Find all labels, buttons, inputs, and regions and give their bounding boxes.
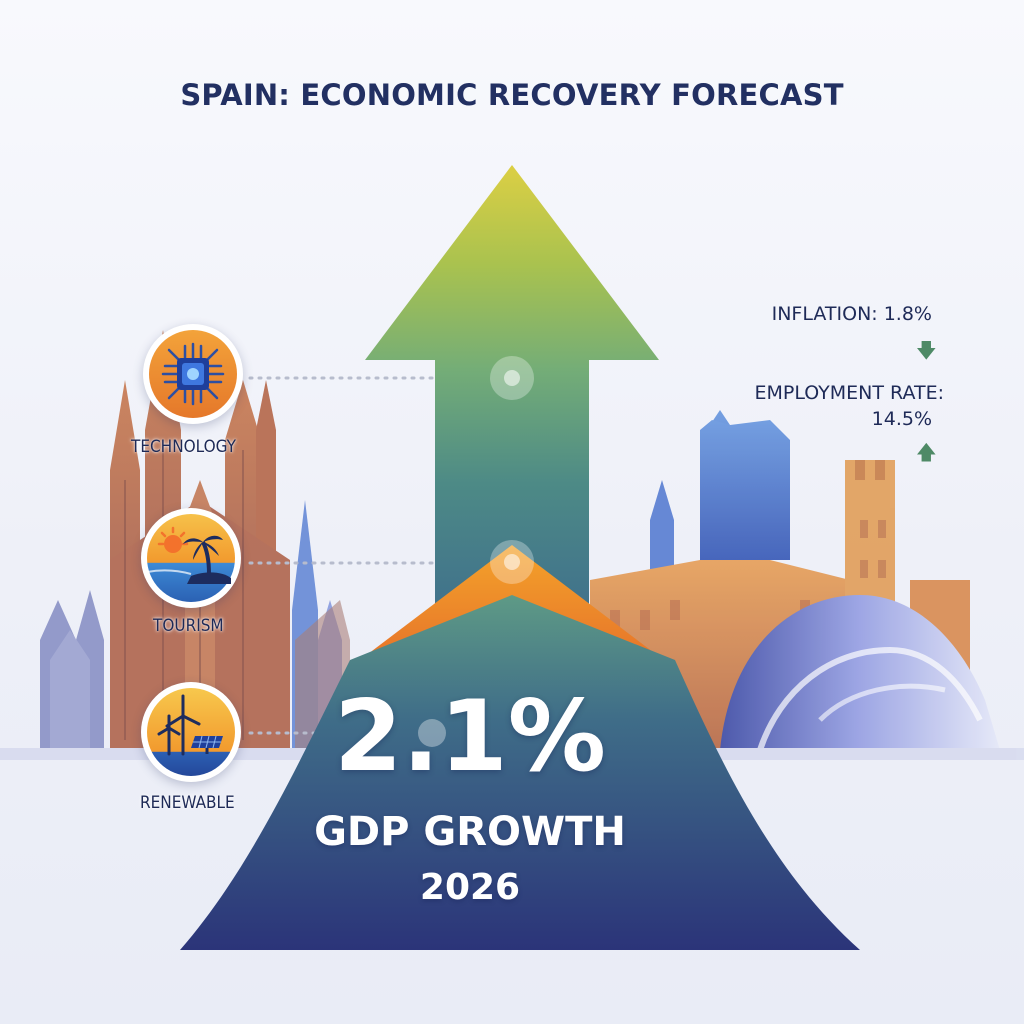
sector-label-renewable: RENEWABLE	[140, 793, 235, 813]
technology-icon-badge	[143, 324, 243, 424]
gdp-growth-label: GDP GROWTH	[314, 809, 626, 855]
employment-up-arrow-icon: 🡅	[916, 440, 937, 464]
chip-icon	[149, 330, 237, 418]
gdp-growth-value: 2.1%	[334, 680, 606, 794]
sector-label-tourism: TOURISM	[153, 616, 224, 636]
renewable-icon-badge	[141, 682, 241, 782]
sector-label-technology: TECHNOLOGY	[131, 437, 236, 457]
page-title: SPAIN: ECONOMIC RECOVERY FORECAST	[180, 78, 844, 112]
tourism-icon-badge	[141, 508, 241, 608]
arrow-base	[180, 595, 860, 950]
wind-solar-icon	[147, 688, 235, 776]
employment-stat-label: EMPLOYMENT RATE:	[754, 382, 944, 404]
inflation-stat: INFLATION: 1.8%	[771, 303, 932, 325]
connector-nodes	[418, 356, 534, 747]
inflation-down-arrow-icon: 🡇	[916, 338, 937, 362]
gdp-growth-year: 2026	[419, 867, 521, 908]
employment-stat-value: 14.5%	[871, 408, 932, 430]
growth-arrow	[365, 165, 659, 620]
palm-beach-icon	[147, 514, 235, 602]
